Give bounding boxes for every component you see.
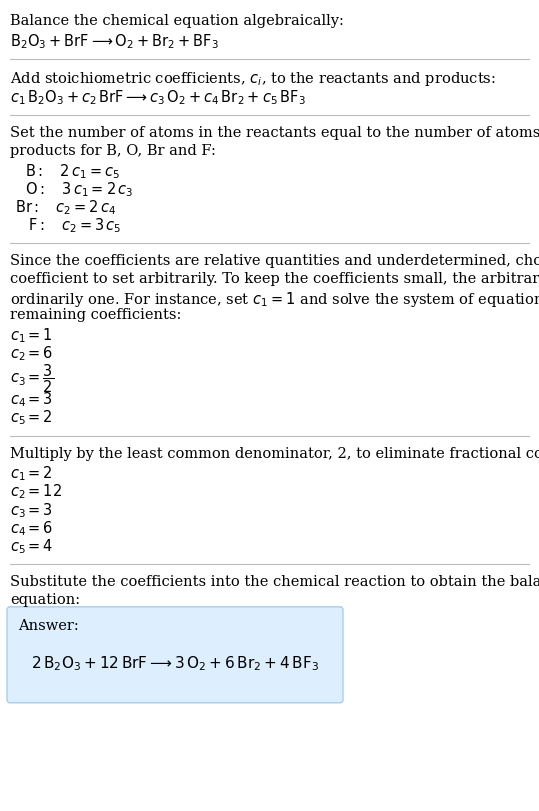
Text: $c_3 = 3$: $c_3 = 3$ — [10, 500, 53, 519]
Text: Since the coefficients are relative quantities and underdetermined, choose a: Since the coefficients are relative quan… — [10, 254, 539, 268]
Text: $c_4 = 6$: $c_4 = 6$ — [10, 518, 53, 537]
Text: $\mathrm{B{:}}\quad 2\,c_1 = c_5$: $\mathrm{B{:}}\quad 2\,c_1 = c_5$ — [25, 162, 120, 181]
Text: $c_2 = 6$: $c_2 = 6$ — [10, 344, 53, 363]
Text: Multiply by the least common denominator, 2, to eliminate fractional coefficient: Multiply by the least common denominator… — [10, 446, 539, 460]
Text: remaining coefficients:: remaining coefficients: — [10, 307, 182, 322]
Text: Add stoichiometric coefficients, $c_i$, to the reactants and products:: Add stoichiometric coefficients, $c_i$, … — [10, 70, 496, 88]
Text: $\mathrm{Br{:}}\quad c_2 = 2\,c_4$: $\mathrm{Br{:}}\quad c_2 = 2\,c_4$ — [15, 198, 116, 217]
Text: Set the number of atoms in the reactants equal to the number of atoms in the: Set the number of atoms in the reactants… — [10, 126, 539, 139]
Text: Balance the chemical equation algebraically:: Balance the chemical equation algebraica… — [10, 14, 344, 28]
FancyBboxPatch shape — [7, 607, 343, 703]
Text: $c_1 = 2$: $c_1 = 2$ — [10, 464, 53, 483]
Text: $c_5 = 4$: $c_5 = 4$ — [10, 536, 53, 555]
Text: products for B, O, Br and F:: products for B, O, Br and F: — [10, 144, 216, 158]
Text: $c_2 = 12$: $c_2 = 12$ — [10, 483, 62, 501]
Text: $c_3 = \dfrac{3}{2}$: $c_3 = \dfrac{3}{2}$ — [10, 362, 54, 394]
Text: $\mathrm{F{:}}\quad c_2 = 3\,c_5$: $\mathrm{F{:}}\quad c_2 = 3\,c_5$ — [28, 216, 122, 234]
Text: Answer:: Answer: — [18, 618, 79, 632]
Text: $c_1 = 1$: $c_1 = 1$ — [10, 325, 53, 345]
Text: ordinarily one. For instance, set $c_1 = 1$ and solve the system of equations fo: ordinarily one. For instance, set $c_1 =… — [10, 290, 539, 309]
Text: Substitute the coefficients into the chemical reaction to obtain the balanced: Substitute the coefficients into the che… — [10, 574, 539, 588]
Text: $\mathrm{O{:}}\quad 3\,c_1 = 2\,c_3$: $\mathrm{O{:}}\quad 3\,c_1 = 2\,c_3$ — [25, 180, 133, 199]
Text: $c_5 = 2$: $c_5 = 2$ — [10, 408, 53, 427]
Text: equation:: equation: — [10, 592, 80, 606]
Text: $c_1\,\mathrm{B_2O_3} + c_2\,\mathrm{BrF} \longrightarrow c_3\,\mathrm{O_2} + c_: $c_1\,\mathrm{B_2O_3} + c_2\,\mathrm{BrF… — [10, 88, 306, 106]
Text: $c_4 = 3$: $c_4 = 3$ — [10, 390, 53, 409]
Text: $2\,\mathrm{B_2O_3} + 12\,\mathrm{BrF} \longrightarrow 3\,\mathrm{O_2} + 6\,\mat: $2\,\mathrm{B_2O_3} + 12\,\mathrm{BrF} \… — [31, 654, 319, 672]
Text: coefficient to set arbitrarily. To keep the coefficients small, the arbitrary va: coefficient to set arbitrarily. To keep … — [10, 272, 539, 285]
Text: $\mathrm{B_2O_3 + BrF} \longrightarrow \mathrm{O_2 + Br_2 + BF_3}$: $\mathrm{B_2O_3 + BrF} \longrightarrow \… — [10, 32, 219, 50]
